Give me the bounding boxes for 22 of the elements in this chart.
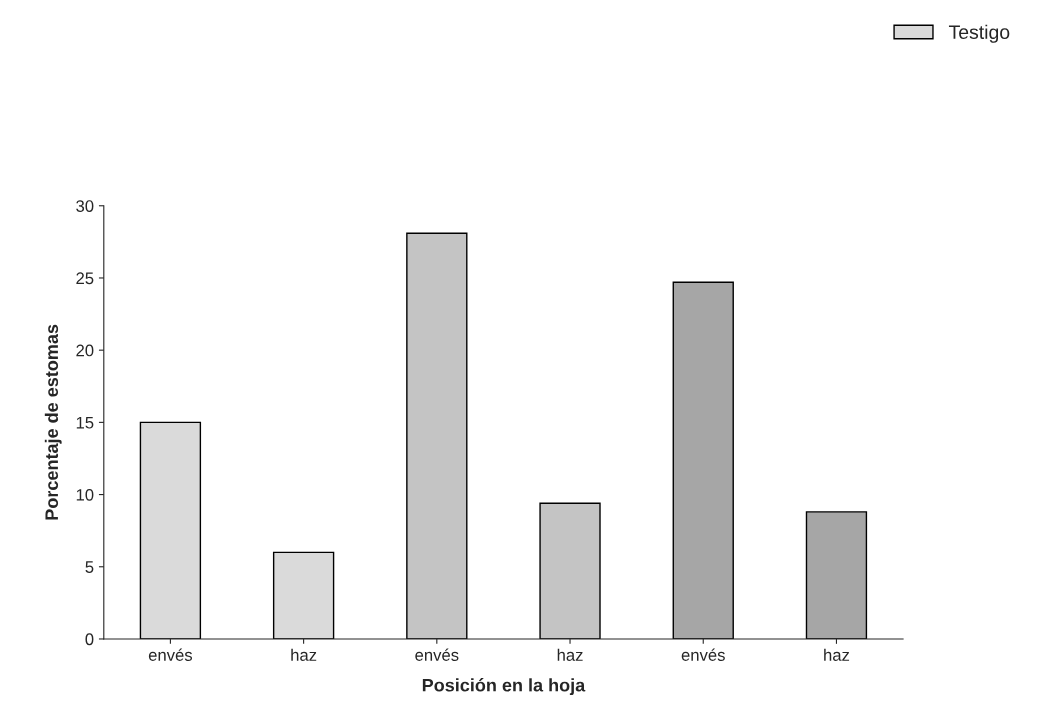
bar bbox=[805, 511, 868, 639]
bar bbox=[539, 502, 601, 639]
y-tick-label: 30 bbox=[76, 200, 94, 212]
y-axis-title: Porcentaje de estomas bbox=[44, 324, 62, 520]
x-tick-label: envés bbox=[415, 648, 459, 661]
x-tick-label: haz bbox=[824, 648, 850, 661]
x-tick-label: haz bbox=[557, 648, 583, 661]
bar bbox=[272, 551, 335, 639]
y-tick-label: 15 bbox=[76, 416, 94, 429]
x-axis-title: Posición en la hoja bbox=[422, 678, 586, 696]
bar bbox=[139, 421, 202, 639]
x-tick-label: envés bbox=[148, 648, 193, 661]
y-tick-label: 10 bbox=[76, 488, 94, 501]
y-tick-label: 5 bbox=[85, 561, 94, 573]
x-tick-label: envés bbox=[681, 648, 725, 661]
x-tick-label: haz bbox=[291, 648, 317, 661]
y-tick-label: 0 bbox=[85, 633, 94, 646]
bar bbox=[672, 281, 734, 639]
legend-label: Testigo bbox=[948, 24, 1010, 43]
y-tick-label: 20 bbox=[76, 344, 94, 357]
bar bbox=[406, 232, 468, 639]
y-tick-label: 25 bbox=[76, 272, 94, 285]
